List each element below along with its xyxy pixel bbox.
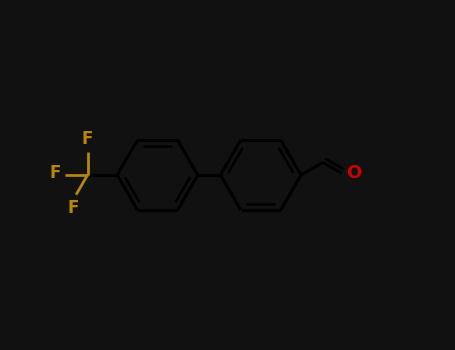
Text: F: F — [49, 164, 61, 182]
Text: F: F — [68, 199, 79, 217]
Text: F: F — [82, 130, 93, 148]
Text: O: O — [346, 164, 361, 182]
